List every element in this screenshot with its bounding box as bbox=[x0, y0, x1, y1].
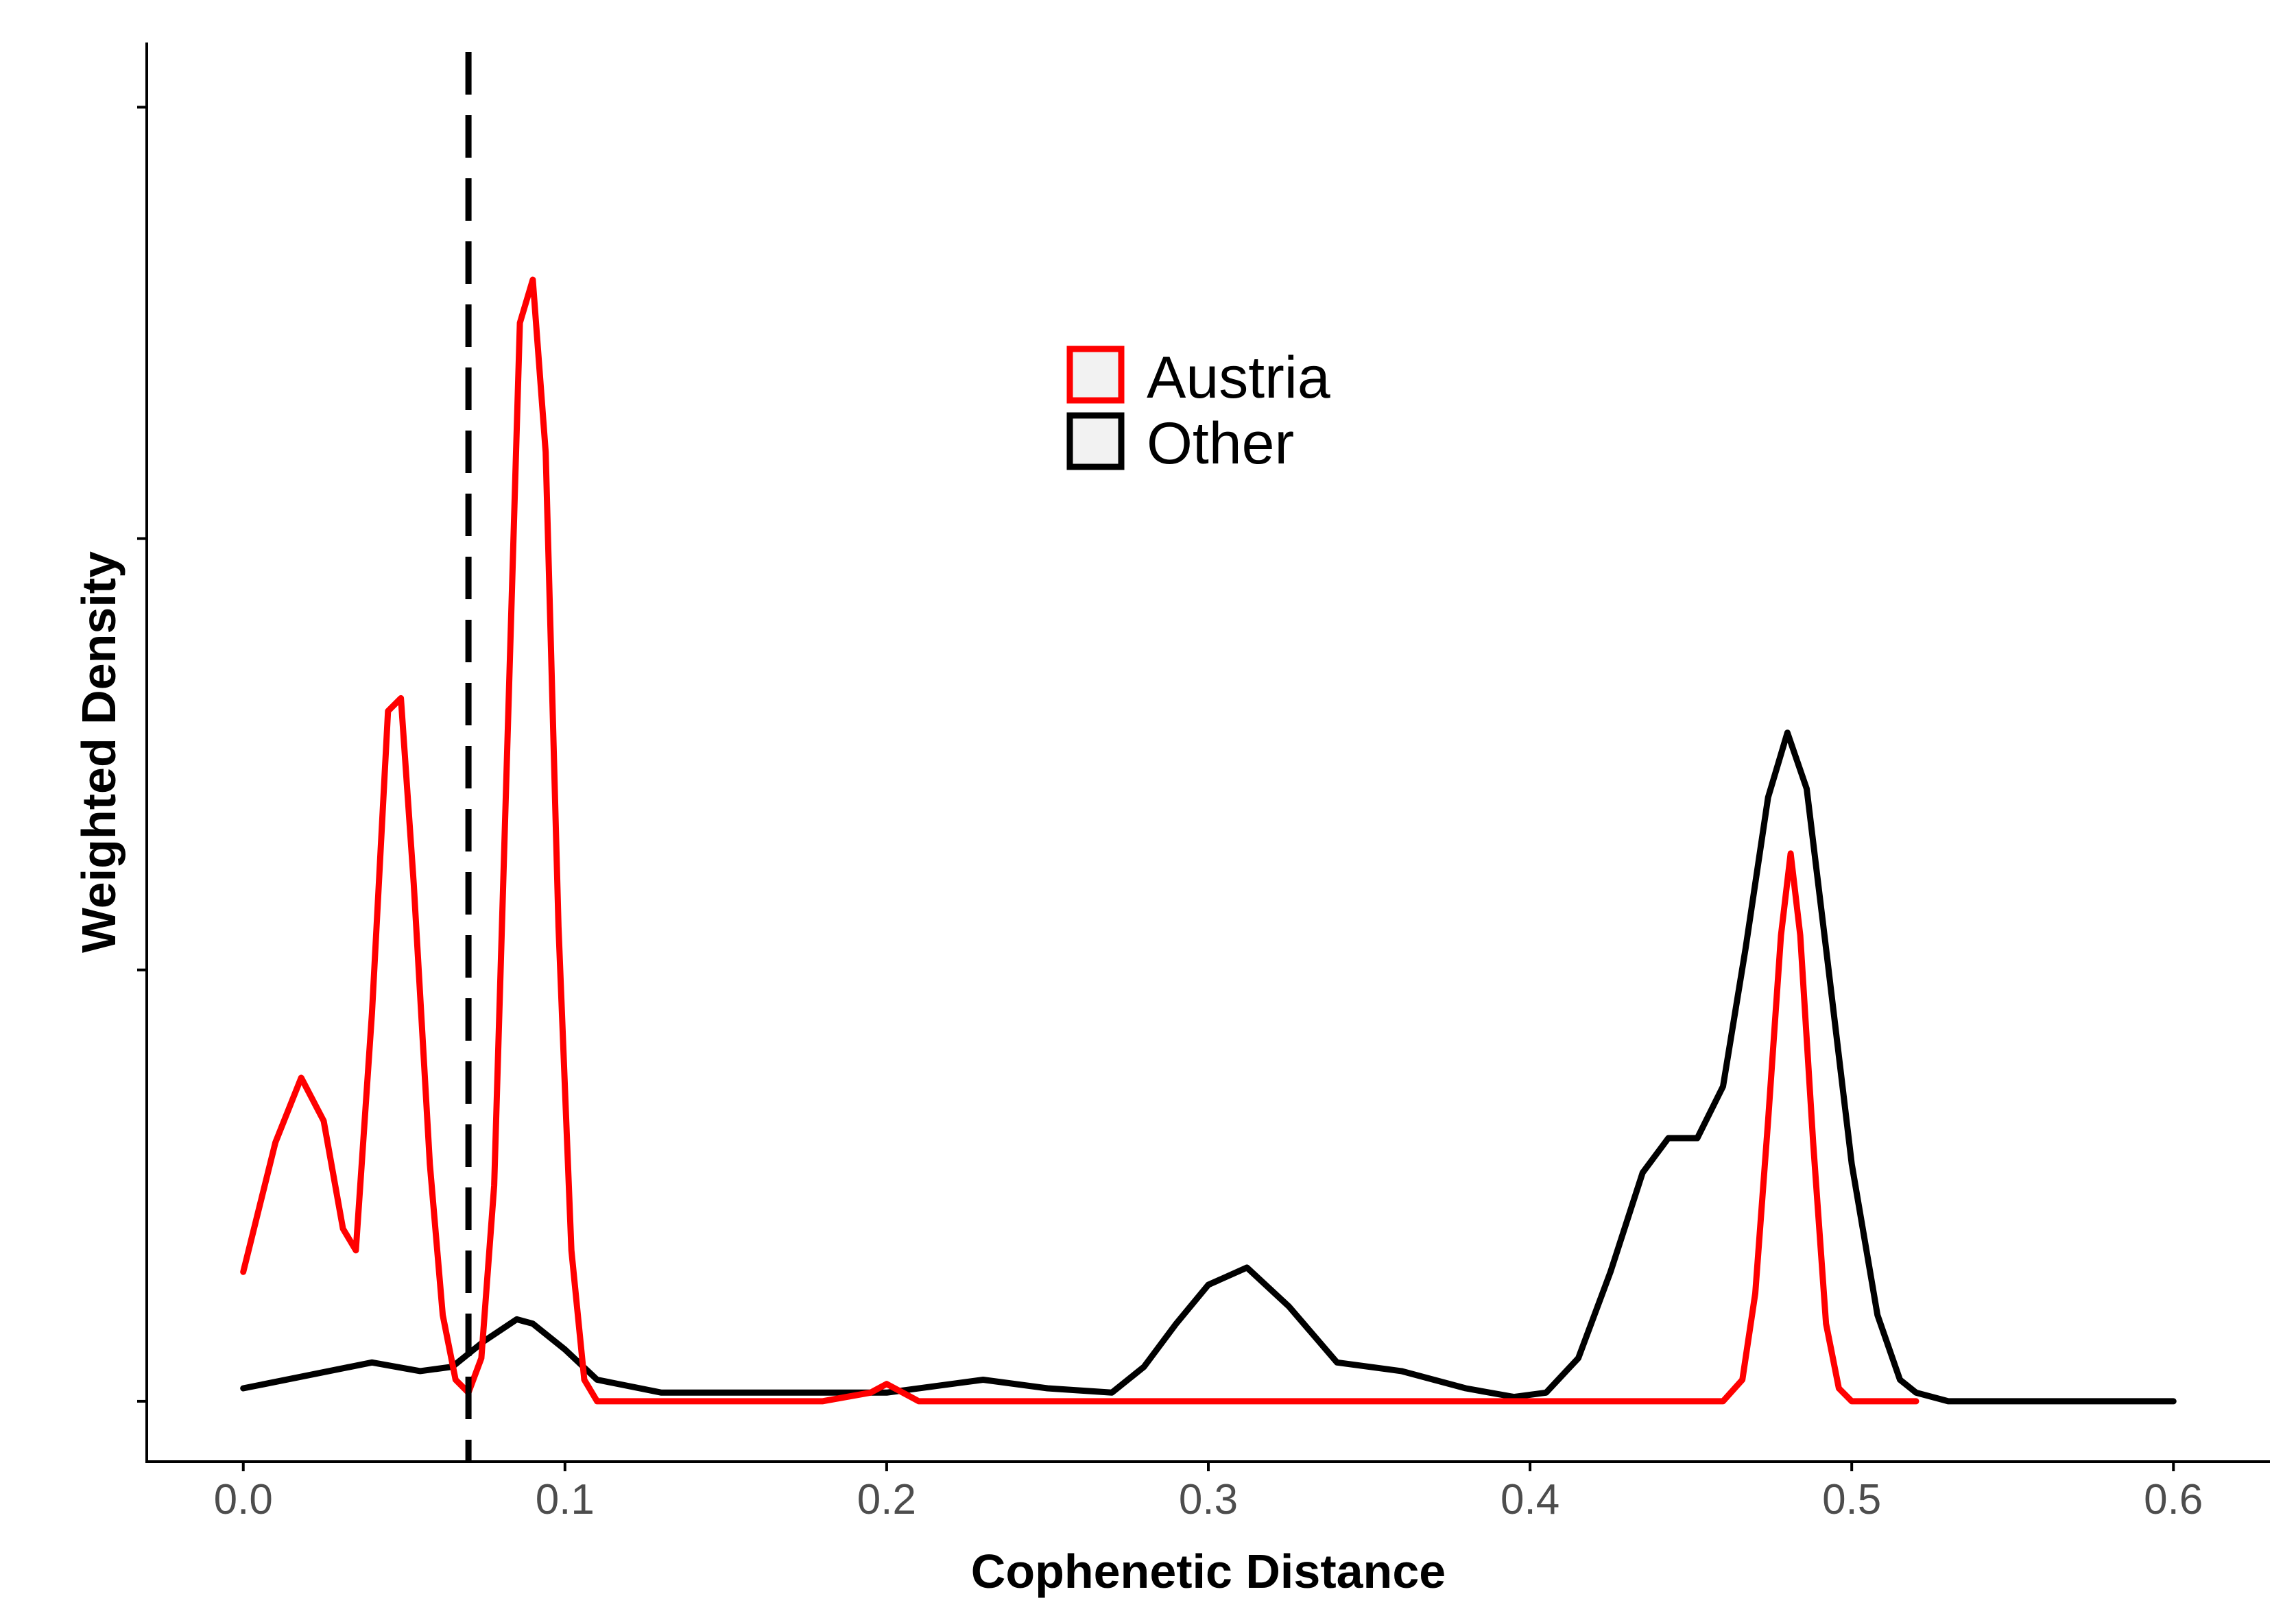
x-ticks: 0.0 0.1 0.2 0.3 0.4 0.5 0.6 bbox=[214, 1462, 2203, 1523]
y-axis-title: Weighted Density bbox=[72, 551, 125, 953]
axes bbox=[145, 43, 2270, 1463]
x-tick-label-4: 0.4 bbox=[1500, 1476, 1559, 1523]
legend-key-austria bbox=[1066, 346, 1125, 404]
x-tick-label-1: 0.1 bbox=[536, 1476, 595, 1523]
legend-label-other: Other bbox=[1147, 411, 1294, 476]
x-tick-label-6: 0.6 bbox=[2144, 1476, 2203, 1523]
series-line-other bbox=[240, 729, 2177, 1405]
series-line-austria bbox=[240, 276, 1920, 1405]
x-tick-label-2: 0.2 bbox=[857, 1476, 916, 1523]
y-ticks bbox=[137, 106, 147, 1403]
x-axis-title: Cophenetic Distance bbox=[971, 1545, 1446, 1598]
legend-key-other bbox=[1066, 412, 1125, 470]
legend-label-austria: Austria bbox=[1147, 345, 1330, 411]
series-group bbox=[240, 276, 2177, 1405]
x-tick-label-3: 0.3 bbox=[1179, 1476, 1238, 1523]
legend: Austria Other bbox=[1066, 345, 1330, 476]
x-tick-label-5: 0.5 bbox=[1822, 1476, 1881, 1523]
x-tick-label-0: 0.0 bbox=[214, 1476, 273, 1523]
